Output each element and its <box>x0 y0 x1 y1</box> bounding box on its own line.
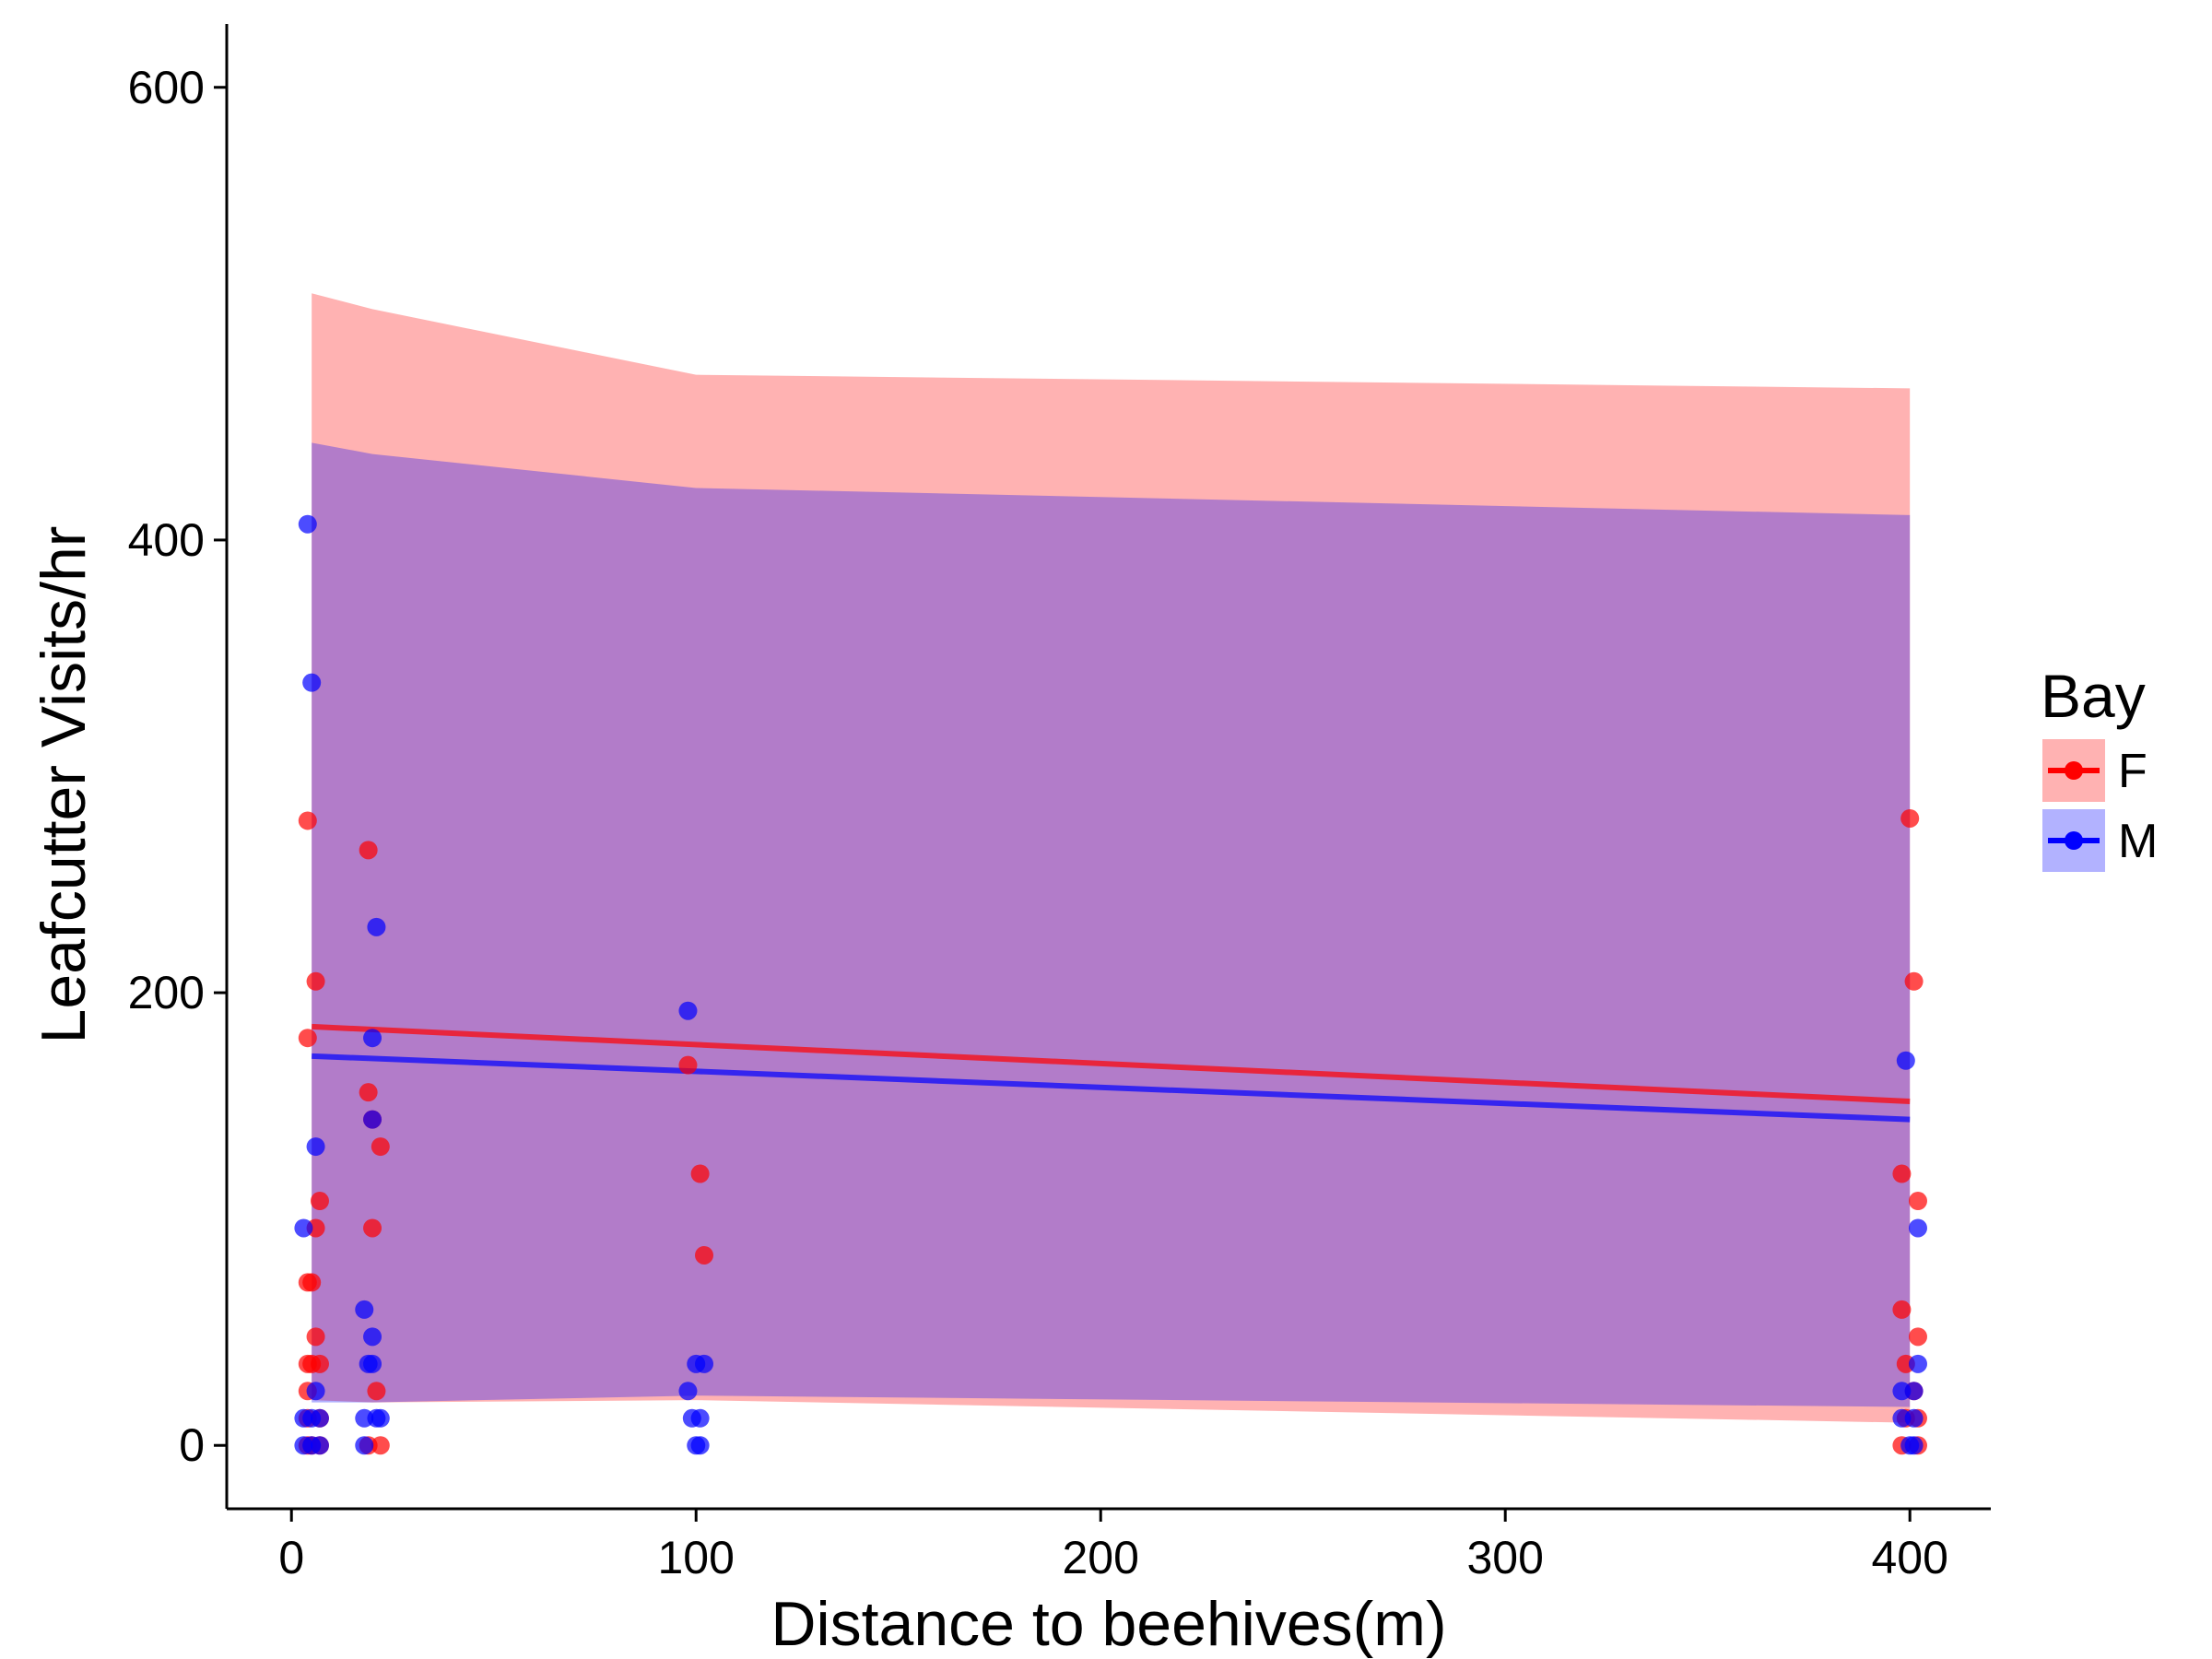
x-axis-title: Distance to beehives(m) <box>771 1589 1446 1659</box>
data-point-m <box>306 1137 325 1157</box>
y-tick-label: 200 <box>128 967 205 1018</box>
x-tick-label: 100 <box>658 1532 735 1583</box>
data-point-m <box>302 673 322 692</box>
trend-line-f <box>312 1023 1911 1104</box>
data-point-f <box>371 1137 390 1157</box>
data-point-m <box>298 514 317 534</box>
data-point-m <box>363 1110 382 1129</box>
data-point-f <box>310 1192 329 1211</box>
trend-lines <box>312 1023 1911 1123</box>
data-point-m <box>371 1408 390 1428</box>
confidence-ribbon-m <box>312 442 1911 1407</box>
data-point-m <box>310 1436 329 1455</box>
data-point-m <box>363 1354 382 1373</box>
data-point-f <box>1892 1164 1912 1183</box>
data-point-m <box>695 1354 714 1373</box>
legend-label-f: F <box>2118 745 2147 798</box>
data-point-m <box>355 1436 374 1455</box>
data-point-m <box>1904 1436 1924 1455</box>
data-point-f <box>1908 1192 1927 1211</box>
data-point-f <box>298 811 317 830</box>
data-point-m <box>690 1436 710 1455</box>
axes <box>225 24 1991 1511</box>
y-tick-label: 0 <box>179 1419 205 1471</box>
data-point-f <box>1892 1300 1912 1319</box>
x-tick-label: 300 <box>1466 1532 1543 1583</box>
data-point-m <box>1908 1218 1927 1238</box>
data-point-m <box>1904 1408 1924 1428</box>
data-point-m <box>363 1327 382 1347</box>
data-point-f <box>371 1436 390 1455</box>
x-tick-label: 400 <box>1871 1532 1947 1583</box>
data-point-m <box>678 1001 698 1020</box>
data-points <box>294 514 1927 1455</box>
data-point-f <box>302 1273 322 1292</box>
data-point-f <box>367 1382 386 1401</box>
y-axis-ticks: 0 200 400 600 <box>128 62 227 1471</box>
legend-key-dot <box>2065 761 2083 780</box>
data-point-f <box>695 1245 714 1265</box>
y-tick-label: 600 <box>128 62 205 113</box>
confidence-ribbon-f <box>312 293 1911 1423</box>
data-point-f <box>690 1164 710 1183</box>
legend-label-m: M <box>2118 815 2158 868</box>
data-point-f <box>363 1218 382 1238</box>
y-tick-label: 400 <box>128 514 205 566</box>
trend-line-m <box>312 1053 1911 1123</box>
data-point-m <box>363 1029 382 1048</box>
data-point-f <box>678 1055 698 1075</box>
confidence-ribbons <box>312 293 1911 1423</box>
data-point-f <box>306 1327 325 1347</box>
data-point-f <box>359 1083 378 1102</box>
data-point-m <box>367 917 386 936</box>
x-axis-ticks: 0 100 200 300 400 <box>278 1509 1948 1583</box>
legend: Bay FM <box>2041 662 2158 872</box>
data-point-f <box>1900 808 1920 828</box>
legend-title: Bay <box>2041 662 2146 730</box>
legend-key-dot <box>2065 831 2083 850</box>
data-point-f <box>298 1029 317 1048</box>
x-tick-label: 0 <box>278 1532 304 1583</box>
data-point-m <box>1908 1354 1927 1373</box>
data-point-m <box>355 1300 374 1319</box>
data-point-f <box>359 841 378 860</box>
data-point-m <box>678 1382 698 1401</box>
data-point-m <box>306 1382 325 1401</box>
x-tick-label: 200 <box>1063 1532 1139 1583</box>
data-point-f <box>310 1354 329 1373</box>
data-point-f <box>1904 971 1924 991</box>
y-axis-title: Leafcutter Visits/hr <box>29 526 99 1044</box>
data-point-m <box>310 1408 329 1428</box>
data-point-m <box>690 1408 710 1428</box>
data-point-f <box>306 971 325 991</box>
data-point-m <box>1904 1382 1924 1401</box>
data-point-m <box>294 1218 313 1238</box>
data-point-m <box>1896 1051 1915 1070</box>
data-point-f <box>1908 1327 1927 1347</box>
